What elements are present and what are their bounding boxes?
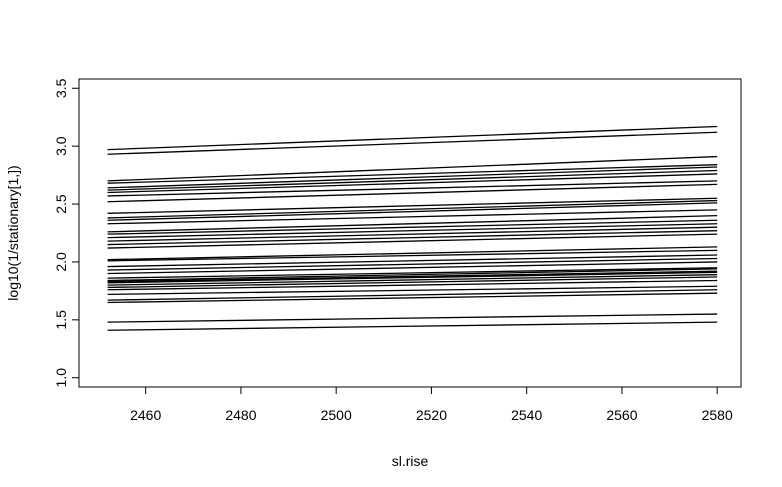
series-line-35 bbox=[107, 313, 718, 323]
series-line-27 bbox=[107, 270, 718, 283]
series-line-19 bbox=[107, 233, 718, 249]
series-group bbox=[107, 125, 718, 331]
series-line-5 bbox=[107, 166, 718, 189]
series-line-6 bbox=[107, 169, 718, 191]
x-tick-label: 2580 bbox=[702, 407, 733, 423]
series-line-28 bbox=[107, 271, 718, 284]
y-tick-label: 3.5 bbox=[53, 78, 69, 98]
series-line-23 bbox=[107, 257, 718, 271]
x-tick-label: 2460 bbox=[130, 407, 161, 423]
y-tick-label: 3.0 bbox=[53, 136, 69, 156]
series-line-36 bbox=[107, 321, 718, 331]
x-tick-label: 2520 bbox=[416, 407, 447, 423]
series-line-31 bbox=[107, 279, 718, 291]
series-line-2 bbox=[107, 131, 718, 155]
x-tick-label: 2540 bbox=[511, 407, 542, 423]
series-line-10 bbox=[107, 197, 718, 214]
series-line-22 bbox=[107, 254, 718, 268]
series-line-4 bbox=[107, 164, 718, 184]
series-line-3 bbox=[107, 155, 718, 182]
series-line-33 bbox=[107, 289, 718, 301]
series-line-9 bbox=[107, 183, 718, 203]
series-line-14 bbox=[107, 214, 718, 233]
series-line-15 bbox=[107, 219, 718, 235]
series-line-25 bbox=[107, 267, 718, 279]
x-tick-label: 2560 bbox=[606, 407, 637, 423]
series-line-32 bbox=[107, 285, 718, 296]
y-tick-label: 2.5 bbox=[53, 194, 69, 214]
y-axis-label: log10(1/stationary[1,]) bbox=[5, 165, 21, 300]
series-line-16 bbox=[107, 223, 718, 239]
series-line-21 bbox=[107, 249, 718, 262]
series-line-8 bbox=[107, 180, 718, 197]
series-line-11 bbox=[107, 199, 718, 219]
series-line-20 bbox=[107, 246, 718, 261]
x-tick-label: 2500 bbox=[321, 407, 352, 423]
y-tick-label: 2.0 bbox=[53, 252, 69, 272]
series-line-1 bbox=[107, 125, 718, 151]
x-axis-label: sl.rise bbox=[392, 453, 429, 469]
series-line-7 bbox=[107, 173, 718, 194]
series-line-17 bbox=[107, 226, 718, 242]
series-line-34 bbox=[107, 292, 718, 304]
series-line-29 bbox=[107, 274, 718, 286]
y-tick-label: 1.5 bbox=[53, 310, 69, 330]
x-tick-label: 2480 bbox=[225, 407, 256, 423]
series-line-26 bbox=[107, 268, 718, 282]
series-line-12 bbox=[107, 202, 718, 221]
series-line-18 bbox=[107, 230, 718, 246]
x-axis: 2460 2480 2500 2520 2540 2560 2580 bbox=[130, 386, 733, 423]
series-line-13 bbox=[107, 209, 718, 225]
y-axis: 1.0 1.5 2.0 2.5 3.0 3.5 bbox=[53, 78, 80, 388]
series-line-24 bbox=[107, 261, 718, 275]
y-tick-label: 1.0 bbox=[53, 368, 69, 388]
series-line-30 bbox=[107, 276, 718, 289]
